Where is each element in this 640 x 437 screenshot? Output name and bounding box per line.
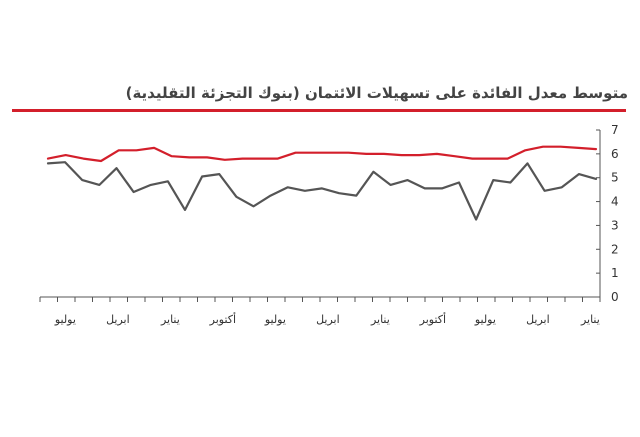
x-tick-label: أكتوبر [209, 312, 236, 326]
y-tick-label: 3 [611, 218, 619, 232]
x-tick-label: ابريل [316, 313, 340, 326]
y-tick-label: 7 [611, 123, 619, 137]
x-tick-label: يناير [580, 313, 600, 326]
y-tick-label: 0 [611, 290, 619, 304]
title-underline [12, 109, 626, 112]
y-tick-label: 6 [611, 147, 619, 161]
y-tick-label: 5 [611, 171, 619, 185]
x-tick-label: ابريل [526, 313, 550, 326]
x-tick-label: يناير [370, 313, 390, 326]
chart-title: متوسط معدل الفائدة على تسهيلات الائتمان … [125, 84, 628, 102]
x-tick-label: يوليو [264, 313, 286, 326]
x-tick-label: أكتوبر [419, 312, 446, 326]
x-tick-label: يوليو [474, 313, 496, 326]
series-line-1 [46, 145, 598, 163]
chart-axes: 0 1 2 3 4 5 6 7 يناير ابريل يوليو أكتوبر يناير ابريل ي… [39, 123, 619, 326]
series-line-2 [46, 161, 598, 221]
x-tick-label: ابريل [106, 313, 130, 326]
series-layer [46, 145, 598, 221]
x-tick-label: يناير [160, 313, 180, 326]
y-tick-label: 2 [611, 242, 619, 256]
x-tick-label: يوليو [54, 313, 76, 326]
y-tick-label: 4 [611, 195, 619, 209]
y-tick-label: 1 [611, 266, 619, 280]
